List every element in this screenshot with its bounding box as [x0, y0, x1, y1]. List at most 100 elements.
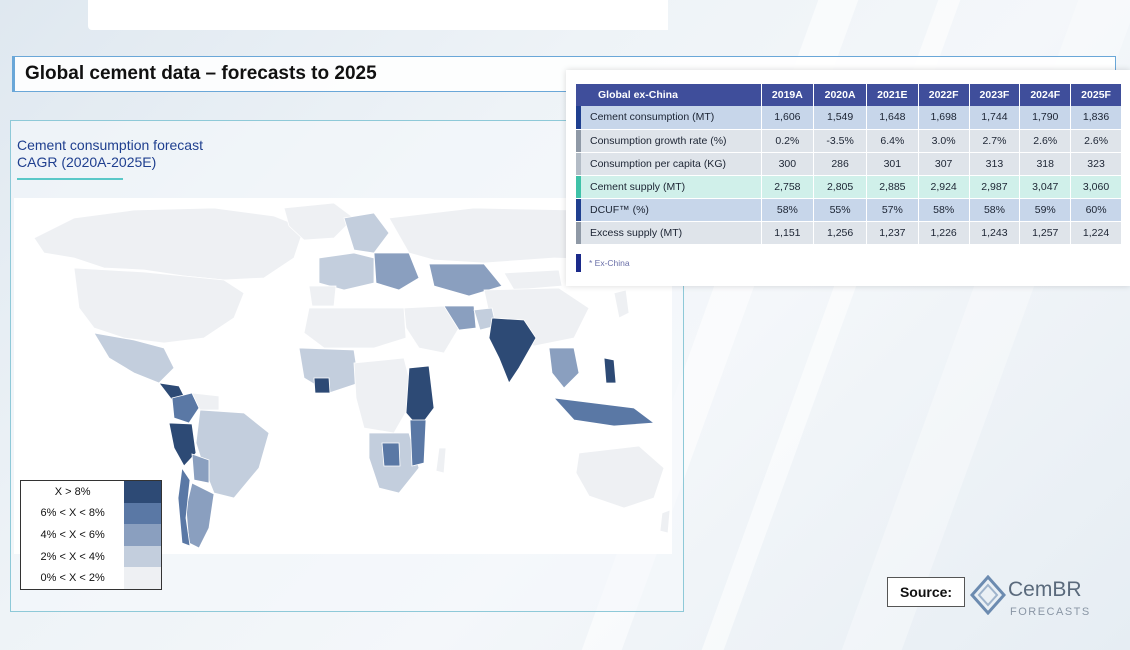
map-region-greenland	[283, 202, 355, 241]
table-cell: 1,606	[761, 106, 815, 130]
map-region-east-africa	[405, 365, 435, 429]
table-cell: -3.5%	[813, 129, 867, 153]
table-row: Excess supply (MT) 1,151 1,256 1,237 1,226 1,…	[576, 221, 1122, 245]
table-cell: 1,237	[866, 221, 919, 245]
map-heading-underline	[17, 178, 123, 180]
table-cell: 318	[1019, 152, 1072, 176]
row-indicator-bar	[576, 152, 581, 175]
map-region-ivory-coast	[313, 377, 331, 394]
map-region-australia	[575, 445, 665, 509]
map-heading-line2: CAGR (2020A-2025E)	[17, 154, 157, 170]
table-header-cell: Global ex-China	[576, 84, 762, 106]
legend-label: X > 8%	[54, 485, 91, 498]
legend-swatch	[124, 567, 161, 589]
table-row: Consumption per capita (KG) 300 286 301 307 3…	[576, 152, 1122, 176]
row-label: DCUF™ (%)	[576, 198, 762, 222]
map-region-central-africa	[353, 357, 415, 434]
cembr-logo-icon	[970, 575, 1006, 615]
map-heading-line1: Cement consumption forecast	[17, 137, 203, 153]
map-legend: X > 8% 6% < X < 8% 4% < X < 6% 2% < X < …	[20, 480, 162, 590]
table-cell: 1,226	[918, 221, 970, 245]
row-label-text: Cement supply (MT)	[590, 180, 686, 193]
map-region-canada	[33, 207, 305, 281]
row-indicator-bar	[576, 221, 581, 244]
legend-label: 0% < X < 2%	[40, 572, 105, 585]
table-cell: 301	[866, 152, 919, 176]
map-region-new-zealand	[659, 509, 671, 534]
legend-row: X > 8%	[21, 481, 161, 503]
row-indicator-bar	[576, 129, 581, 152]
map-region-zambia	[381, 442, 401, 467]
page-title: Global cement data – forecasts to 2025	[25, 63, 377, 84]
source-label: Source:	[887, 577, 965, 607]
table-cell: 1,256	[813, 221, 867, 245]
map-region-scandinavia	[343, 212, 390, 254]
cement-data-table: Global ex-China 2019A 2020A 2021E 2022F …	[576, 84, 1122, 245]
map-region-japan	[613, 289, 630, 319]
map-region-western-europe	[318, 252, 375, 291]
table-cell: 313	[969, 152, 1021, 176]
map-region-mongolia	[503, 269, 563, 291]
table-cell: 55%	[813, 198, 867, 222]
logo-subtitle: FORECASTS	[1010, 606, 1091, 618]
table-cell: 2,924	[918, 175, 970, 199]
table-cell: 2,885	[866, 175, 919, 199]
table-cell: 3.0%	[918, 129, 970, 153]
table-cell: 307	[918, 152, 970, 176]
table-header-cell: 2022F	[918, 84, 970, 106]
table-cell: 2.7%	[969, 129, 1021, 153]
table-row: DCUF™ (%) 58% 55% 57% 58% 58% 59% 60%	[576, 198, 1122, 222]
map-region-usa	[73, 267, 245, 344]
footnote-text: * Ex-China	[589, 258, 630, 268]
map-region-indonesia	[552, 397, 656, 427]
table-cell: 2,987	[969, 175, 1021, 199]
row-indicator-bar	[576, 175, 581, 198]
table-header-cell: 2024F	[1019, 84, 1072, 106]
map-region-india	[488, 317, 537, 384]
table-cell: 58%	[969, 198, 1021, 222]
legend-row: 0% < X < 2%	[21, 567, 161, 589]
table-row: Cement supply (MT) 2,758 2,805 2,885 2,924 2,…	[576, 175, 1122, 199]
table-cell: 1,744	[969, 106, 1021, 130]
table-cell: 1,243	[969, 221, 1021, 245]
table-cell: 286	[813, 152, 867, 176]
world-map-svg	[33, 202, 671, 549]
table-cell: 1,648	[866, 106, 919, 130]
table-cell: 2.6%	[1070, 129, 1122, 153]
legend-label: 2% < X < 4%	[40, 550, 105, 563]
row-label: Consumption growth rate (%)	[576, 129, 762, 153]
map-region-philippines	[603, 357, 617, 384]
legend-row: 6% < X < 8%	[21, 502, 161, 525]
logo-name: CemBR	[1008, 578, 1082, 601]
table-row: Consumption growth rate (%) 0.2% -3.5% 6.4%…	[576, 129, 1122, 153]
map-region-colombia	[171, 392, 200, 424]
table-cell: 1,257	[1019, 221, 1072, 245]
table-header-cell: 2020A	[813, 84, 867, 106]
table-header-row: Global ex-China 2019A 2020A 2021E 2022F …	[576, 84, 1122, 106]
row-label: Consumption per capita (KG)	[576, 152, 762, 176]
row-label-text: Consumption per capita (KG)	[590, 157, 726, 170]
map-region-brazil	[195, 409, 270, 499]
table-cell: 300	[761, 152, 815, 176]
table-cell: 58%	[918, 198, 970, 222]
table-header-cell: 2019A	[761, 84, 815, 106]
legend-row: 2% < X < 4%	[21, 545, 161, 568]
row-label-text: Cement consumption (MT)	[590, 111, 715, 124]
data-table-panel: Global ex-China 2019A 2020A 2021E 2022F …	[566, 70, 1130, 286]
map-region-eastern-europe	[373, 252, 420, 291]
table-cell: 1,836	[1070, 106, 1122, 130]
table-cell: 1,698	[918, 106, 970, 130]
row-label-text: Consumption growth rate (%)	[590, 134, 727, 147]
legend-row: 4% < X < 6%	[21, 524, 161, 546]
table-cell: 59%	[1019, 198, 1072, 222]
legend-label: 4% < X < 6%	[40, 528, 105, 541]
table-cell: 1,224	[1070, 221, 1122, 245]
map-region-iran	[443, 305, 477, 331]
table-cell: 1,790	[1019, 106, 1072, 130]
map-region-southeast-asia	[548, 347, 580, 389]
table-cell: 2,758	[761, 175, 815, 199]
cembr-logo: CemBR FORECASTS	[970, 573, 1100, 623]
map-region-venezuela	[191, 392, 220, 411]
row-label: Cement supply (MT)	[576, 175, 762, 199]
map-region-north-africa	[303, 307, 407, 349]
